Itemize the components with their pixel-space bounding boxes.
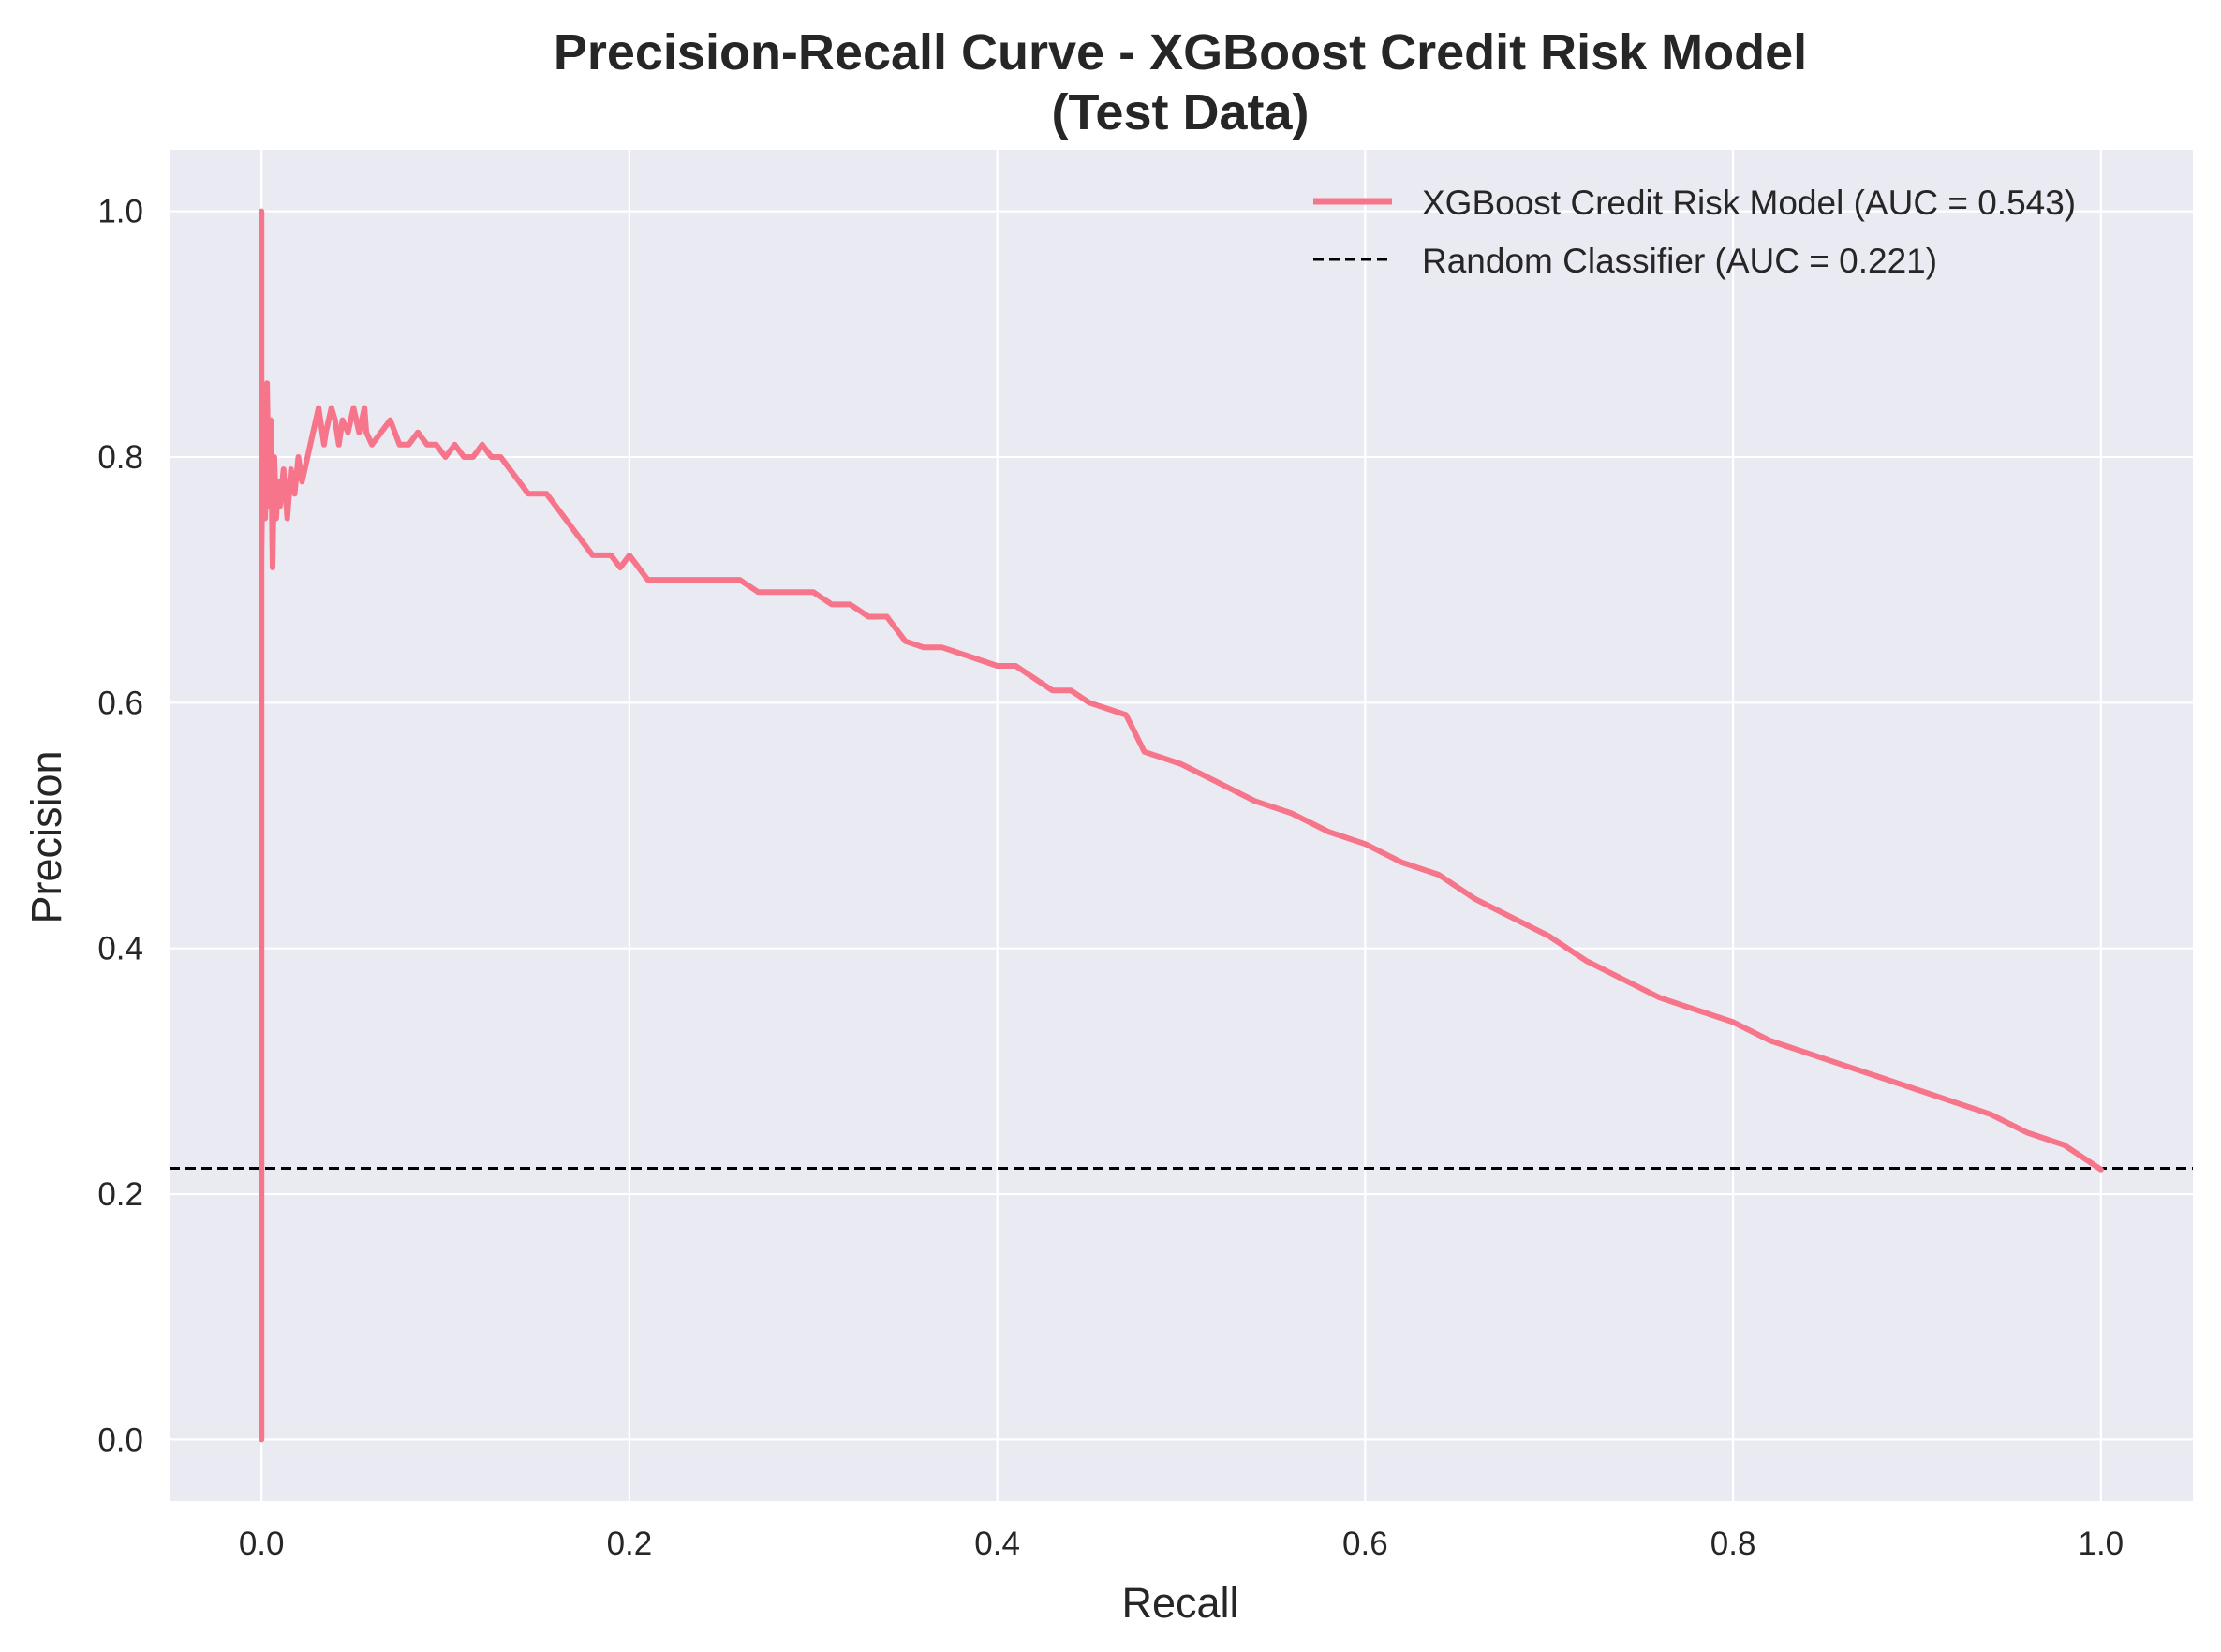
gridlines	[170, 150, 2193, 1501]
chart-title: Precision-Recall Curve - XGBoost Credit …	[554, 24, 1807, 81]
y-tick-label: 1.0	[97, 194, 143, 230]
tick-labels: 0.0 0.2 0.4 0.6 0.8 1.0 0.0 0.2 0.4 0.6 0.8 1.0	[97, 194, 2124, 1562]
x-tick-label: 0.6	[1342, 1526, 1388, 1562]
x-tick-label: 0.2	[607, 1526, 653, 1562]
chart-subtitle: (Test Data)	[1051, 84, 1309, 140]
series-layer	[170, 208, 2193, 1443]
x-tick-label: 0.0	[239, 1526, 285, 1562]
y-tick-label: 0.2	[97, 1176, 143, 1213]
x-tick-label: 0.8	[1710, 1526, 1756, 1562]
x-tick-label: 0.4	[974, 1526, 1020, 1562]
y-tick-label: 0.0	[97, 1422, 143, 1458]
legend: XGBoost Credit Risk Model (AUC = 0.543) …	[1313, 184, 2076, 280]
legend-entry-random: Random Classifier (AUC = 0.221)	[1422, 242, 1937, 280]
legend-entry-model: XGBoost Credit Risk Model (AUC = 0.543)	[1422, 184, 2076, 222]
y-tick-label: 0.4	[97, 931, 143, 967]
series-line-xgboost-model	[259, 208, 2104, 1443]
x-axis-label: Recall	[1121, 1579, 1238, 1627]
y-tick-label: 0.6	[97, 685, 143, 721]
plot-area-background	[170, 150, 2193, 1501]
x-tick-label: 1.0	[2078, 1526, 2124, 1562]
y-tick-label: 0.8	[97, 439, 143, 476]
y-axis-label: Precision	[22, 750, 70, 923]
